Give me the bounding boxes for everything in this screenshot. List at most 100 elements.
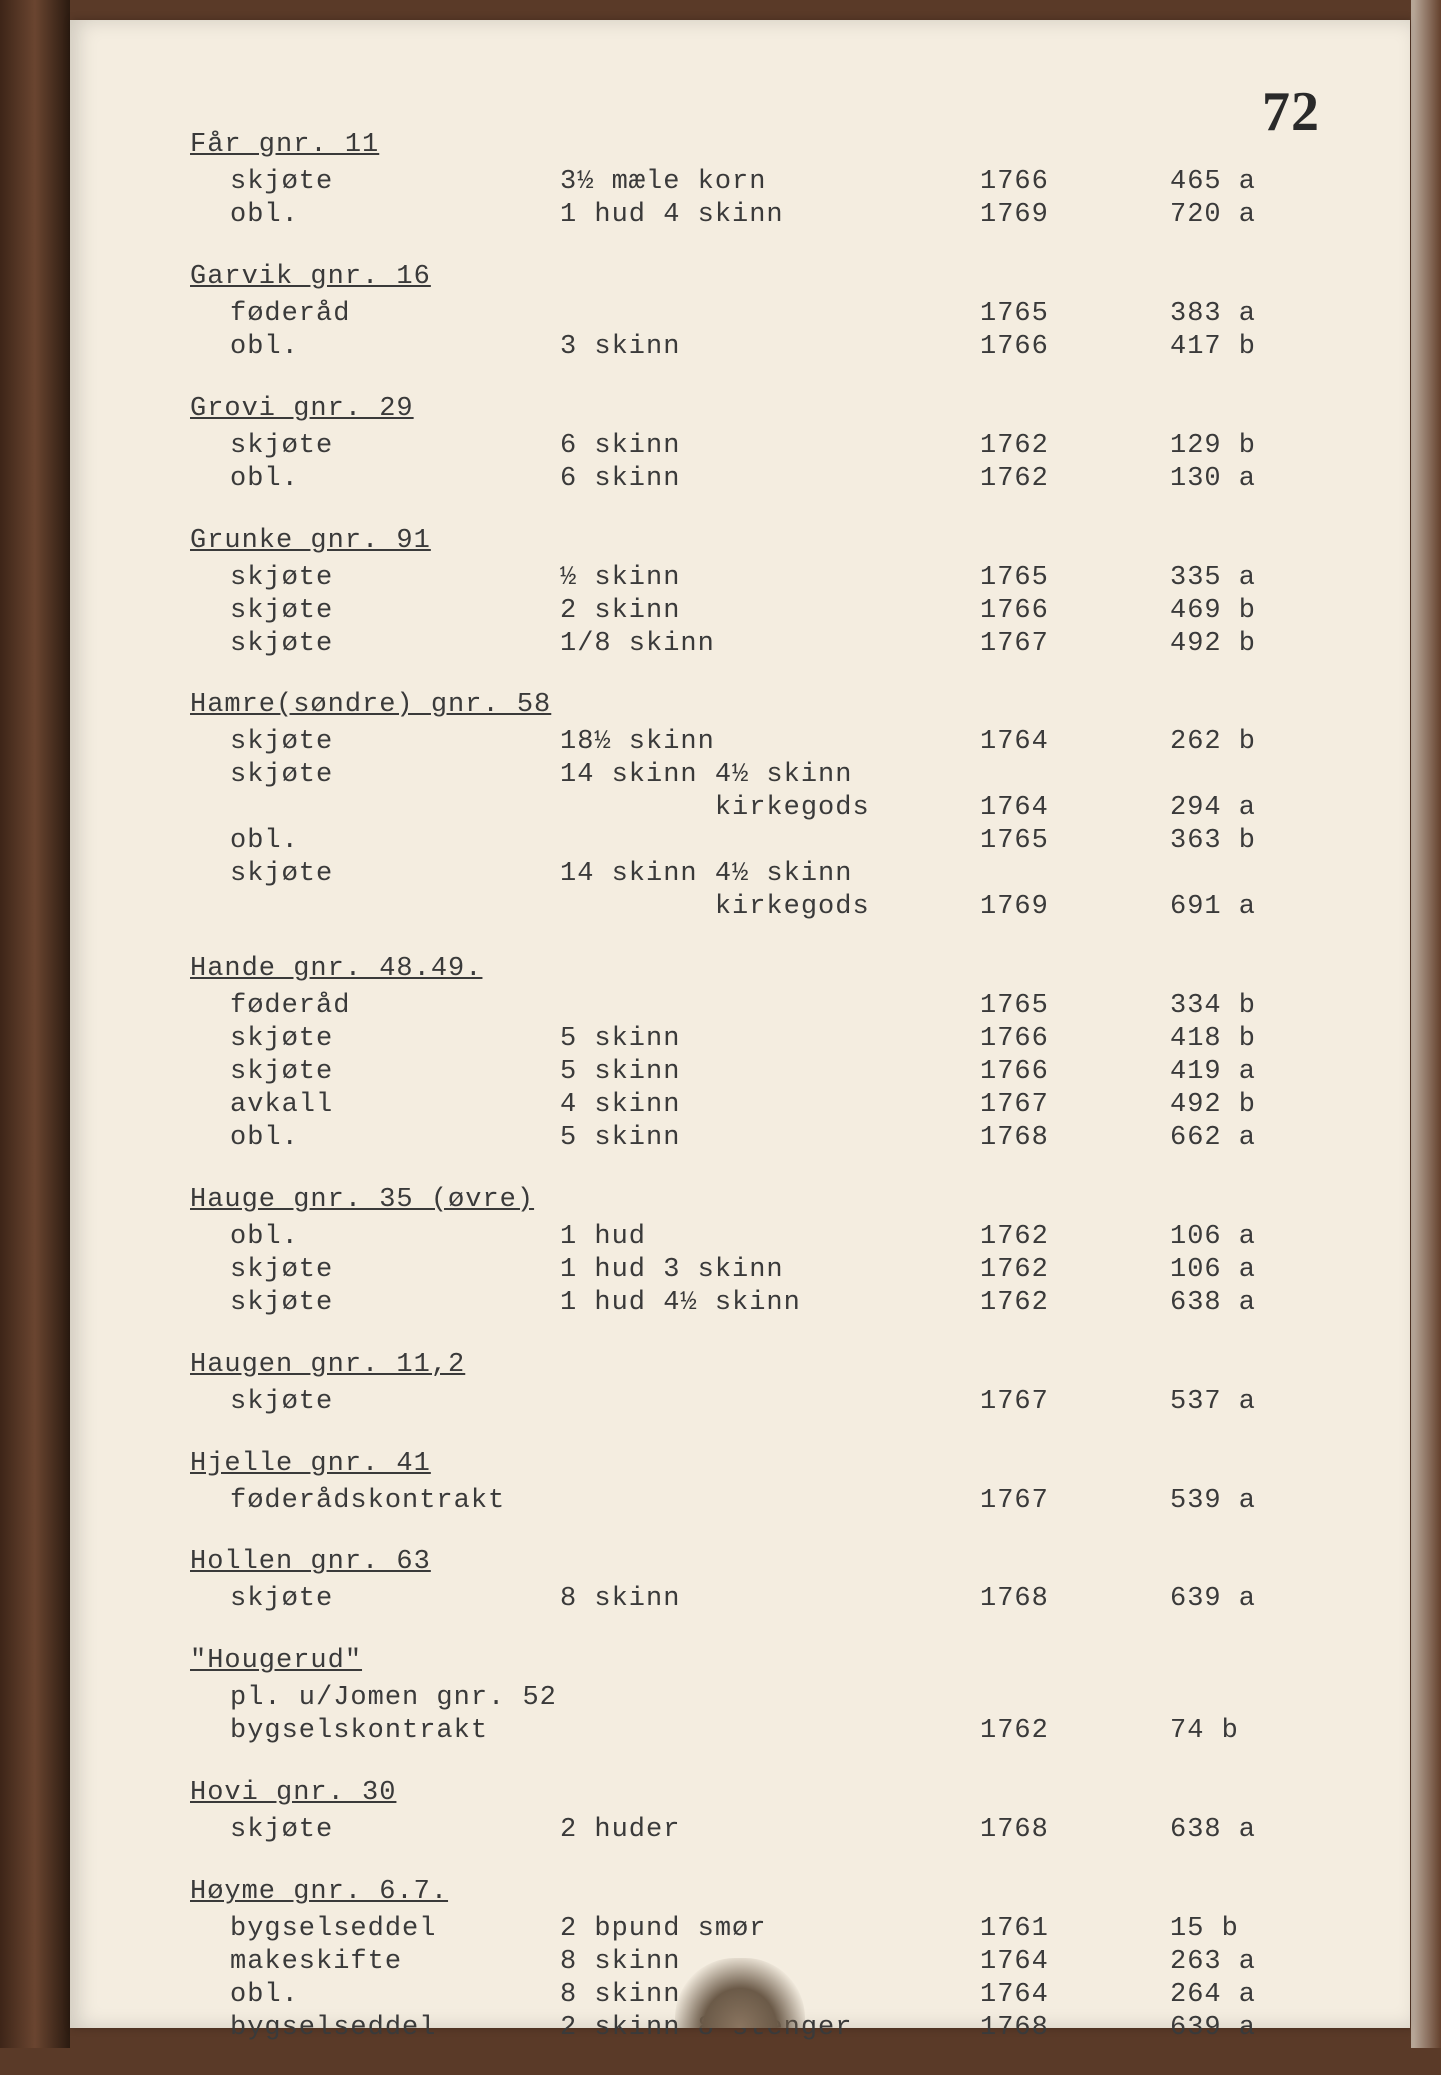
record-label: skjøte bbox=[190, 562, 560, 595]
record-section: Garvik gnr. 16føderåd1765383 aobl.3 skin… bbox=[190, 262, 1340, 364]
record-reference: 335 a bbox=[1170, 562, 1330, 595]
record-section: Hovi gnr. 30skjøte2 huder1768638 a bbox=[190, 1778, 1340, 1847]
record-description: 2 skinn bbox=[560, 595, 980, 628]
section-title: Hande gnr. 48.49. bbox=[190, 954, 1340, 984]
record-reference: 383 a bbox=[1170, 298, 1330, 331]
record-reference: 720 a bbox=[1170, 199, 1330, 232]
record-label: skjøte bbox=[190, 726, 560, 759]
record-year: 1762 bbox=[980, 1715, 1170, 1748]
record-year: 1764 bbox=[980, 1979, 1170, 2012]
record-description: 5 skinn bbox=[560, 1122, 980, 1155]
record-label: føderåd bbox=[190, 990, 560, 1023]
record-label: føderåd bbox=[190, 298, 560, 331]
record-description: 4 skinn bbox=[560, 1089, 980, 1122]
record-year: 1766 bbox=[980, 166, 1170, 199]
record-description: 14 skinn 4½ skinn bbox=[560, 858, 980, 891]
record-row: obl.1 hud1762106 a bbox=[190, 1221, 1340, 1254]
section-title: "Hougerud" bbox=[190, 1646, 1340, 1676]
record-year: 1766 bbox=[980, 1056, 1170, 1089]
section-title: Hollen gnr. 63 bbox=[190, 1547, 1340, 1577]
record-section: Hauge gnr. 35 (øvre)obl.1 hud1762106 ask… bbox=[190, 1185, 1340, 1320]
record-row: skjøte14 skinn 4½ skinn bbox=[190, 759, 1340, 792]
record-reference: 638 a bbox=[1170, 1814, 1330, 1847]
record-row: skjøte6 skinn1762129 b bbox=[190, 430, 1340, 463]
record-description: 3 skinn bbox=[560, 331, 980, 364]
record-row: obl. 1765363 b bbox=[190, 825, 1340, 858]
record-description: 18½ skinn bbox=[560, 726, 980, 759]
record-row: kirkegods1764294 a bbox=[190, 792, 1340, 825]
record-reference: 469 b bbox=[1170, 595, 1330, 628]
record-row: skjøte½ skinn1765335 a bbox=[190, 562, 1340, 595]
record-year: 1767 bbox=[980, 1089, 1170, 1122]
section-title: Hjelle gnr. 41 bbox=[190, 1449, 1340, 1479]
record-reference: 15 b bbox=[1170, 1913, 1330, 1946]
record-year: 1761 bbox=[980, 1913, 1170, 1946]
record-year: 1762 bbox=[980, 1287, 1170, 1320]
record-year: 1765 bbox=[980, 825, 1170, 858]
record-reference: 417 b bbox=[1170, 331, 1330, 364]
record-label: pl. u/Jomen gnr. 52 bbox=[190, 1682, 560, 1715]
record-year: 1762 bbox=[980, 1254, 1170, 1287]
page-right-edge bbox=[1411, 0, 1441, 2048]
record-section: Får gnr. 11skjøte3½ mæle korn1766465 aob… bbox=[190, 130, 1340, 232]
section-title: Hauge gnr. 35 (øvre) bbox=[190, 1185, 1340, 1215]
record-description: 1 hud 4 skinn bbox=[560, 199, 980, 232]
record-year: 1768 bbox=[980, 1583, 1170, 1616]
record-year: 1762 bbox=[980, 1221, 1170, 1254]
record-label: skjøte bbox=[190, 1814, 560, 1847]
record-year: 1766 bbox=[980, 1023, 1170, 1056]
record-reference: 263 a bbox=[1170, 1946, 1330, 1979]
record-year: 1764 bbox=[980, 792, 1170, 825]
record-label: skjøte bbox=[190, 759, 560, 792]
record-label: skjøte bbox=[190, 858, 560, 891]
record-description: 5 skinn bbox=[560, 1056, 980, 1089]
record-reference: 74 b bbox=[1170, 1715, 1330, 1748]
record-reference: 638 a bbox=[1170, 1287, 1330, 1320]
record-description: 2 huder bbox=[560, 1814, 980, 1847]
record-row: skjøte14 skinn 4½ skinn bbox=[190, 858, 1340, 891]
record-year: 1767 bbox=[980, 1386, 1170, 1419]
record-label: obl. bbox=[190, 1221, 560, 1254]
record-reference: 662 a bbox=[1170, 1122, 1330, 1155]
record-row: bygselseddel2 bpund smør176115 b bbox=[190, 1913, 1340, 1946]
record-description: 5 skinn bbox=[560, 1023, 980, 1056]
record-description: 1 hud 4½ skinn bbox=[560, 1287, 980, 1320]
record-year: 1762 bbox=[980, 430, 1170, 463]
record-row: skjøte1 hud 3 skinn1762106 a bbox=[190, 1254, 1340, 1287]
record-row: skjøte8 skinn1768639 a bbox=[190, 1583, 1340, 1616]
record-section: Grunke gnr. 91skjøte½ skinn1765335 askjø… bbox=[190, 526, 1340, 661]
record-section: Hande gnr. 48.49.føderåd1765334 bskjøte5… bbox=[190, 954, 1340, 1155]
record-year: 1765 bbox=[980, 990, 1170, 1023]
record-reference: 539 a bbox=[1170, 1485, 1330, 1518]
record-description: 1 hud 3 skinn bbox=[560, 1254, 980, 1287]
record-description: ½ skinn bbox=[560, 562, 980, 595]
record-reference: 106 a bbox=[1170, 1254, 1330, 1287]
section-title: Haugen gnr. 11,2 bbox=[190, 1350, 1340, 1380]
record-label: skjøte bbox=[190, 1056, 560, 1089]
record-row: skjøte5 skinn1766418 b bbox=[190, 1023, 1340, 1056]
book-spine bbox=[0, 0, 70, 2048]
record-reference: 363 b bbox=[1170, 825, 1330, 858]
record-year: 1767 bbox=[980, 628, 1170, 661]
record-label: skjøte bbox=[190, 628, 560, 661]
record-label: obl. bbox=[190, 825, 560, 858]
record-label: skjøte bbox=[190, 1254, 560, 1287]
record-year: 1764 bbox=[980, 1946, 1170, 1979]
record-description: 8 skinn bbox=[560, 1583, 980, 1616]
record-label: bygselseddel bbox=[190, 1913, 560, 1946]
record-year: 1768 bbox=[980, 2012, 1170, 2045]
record-label: føderådskontrakt bbox=[190, 1485, 560, 1518]
record-row: skjøte1 hud 4½ skinn1762638 a bbox=[190, 1287, 1340, 1320]
record-label: bygselskontrakt bbox=[190, 1715, 560, 1748]
record-year: 1768 bbox=[980, 1814, 1170, 1847]
record-row: kirkegods1769691 a bbox=[190, 891, 1340, 924]
record-description: kirkegods bbox=[560, 891, 980, 924]
record-label: skjøte bbox=[190, 1023, 560, 1056]
record-description: 6 skinn bbox=[560, 430, 980, 463]
record-label: obl. bbox=[190, 199, 560, 232]
record-row: bygselskontrakt 176274 b bbox=[190, 1715, 1340, 1748]
section-title: Garvik gnr. 16 bbox=[190, 262, 1340, 292]
record-label: skjøte bbox=[190, 430, 560, 463]
record-year: 1766 bbox=[980, 595, 1170, 628]
record-section: Grovi gnr. 29skjøte6 skinn1762129 bobl.6… bbox=[190, 394, 1340, 496]
